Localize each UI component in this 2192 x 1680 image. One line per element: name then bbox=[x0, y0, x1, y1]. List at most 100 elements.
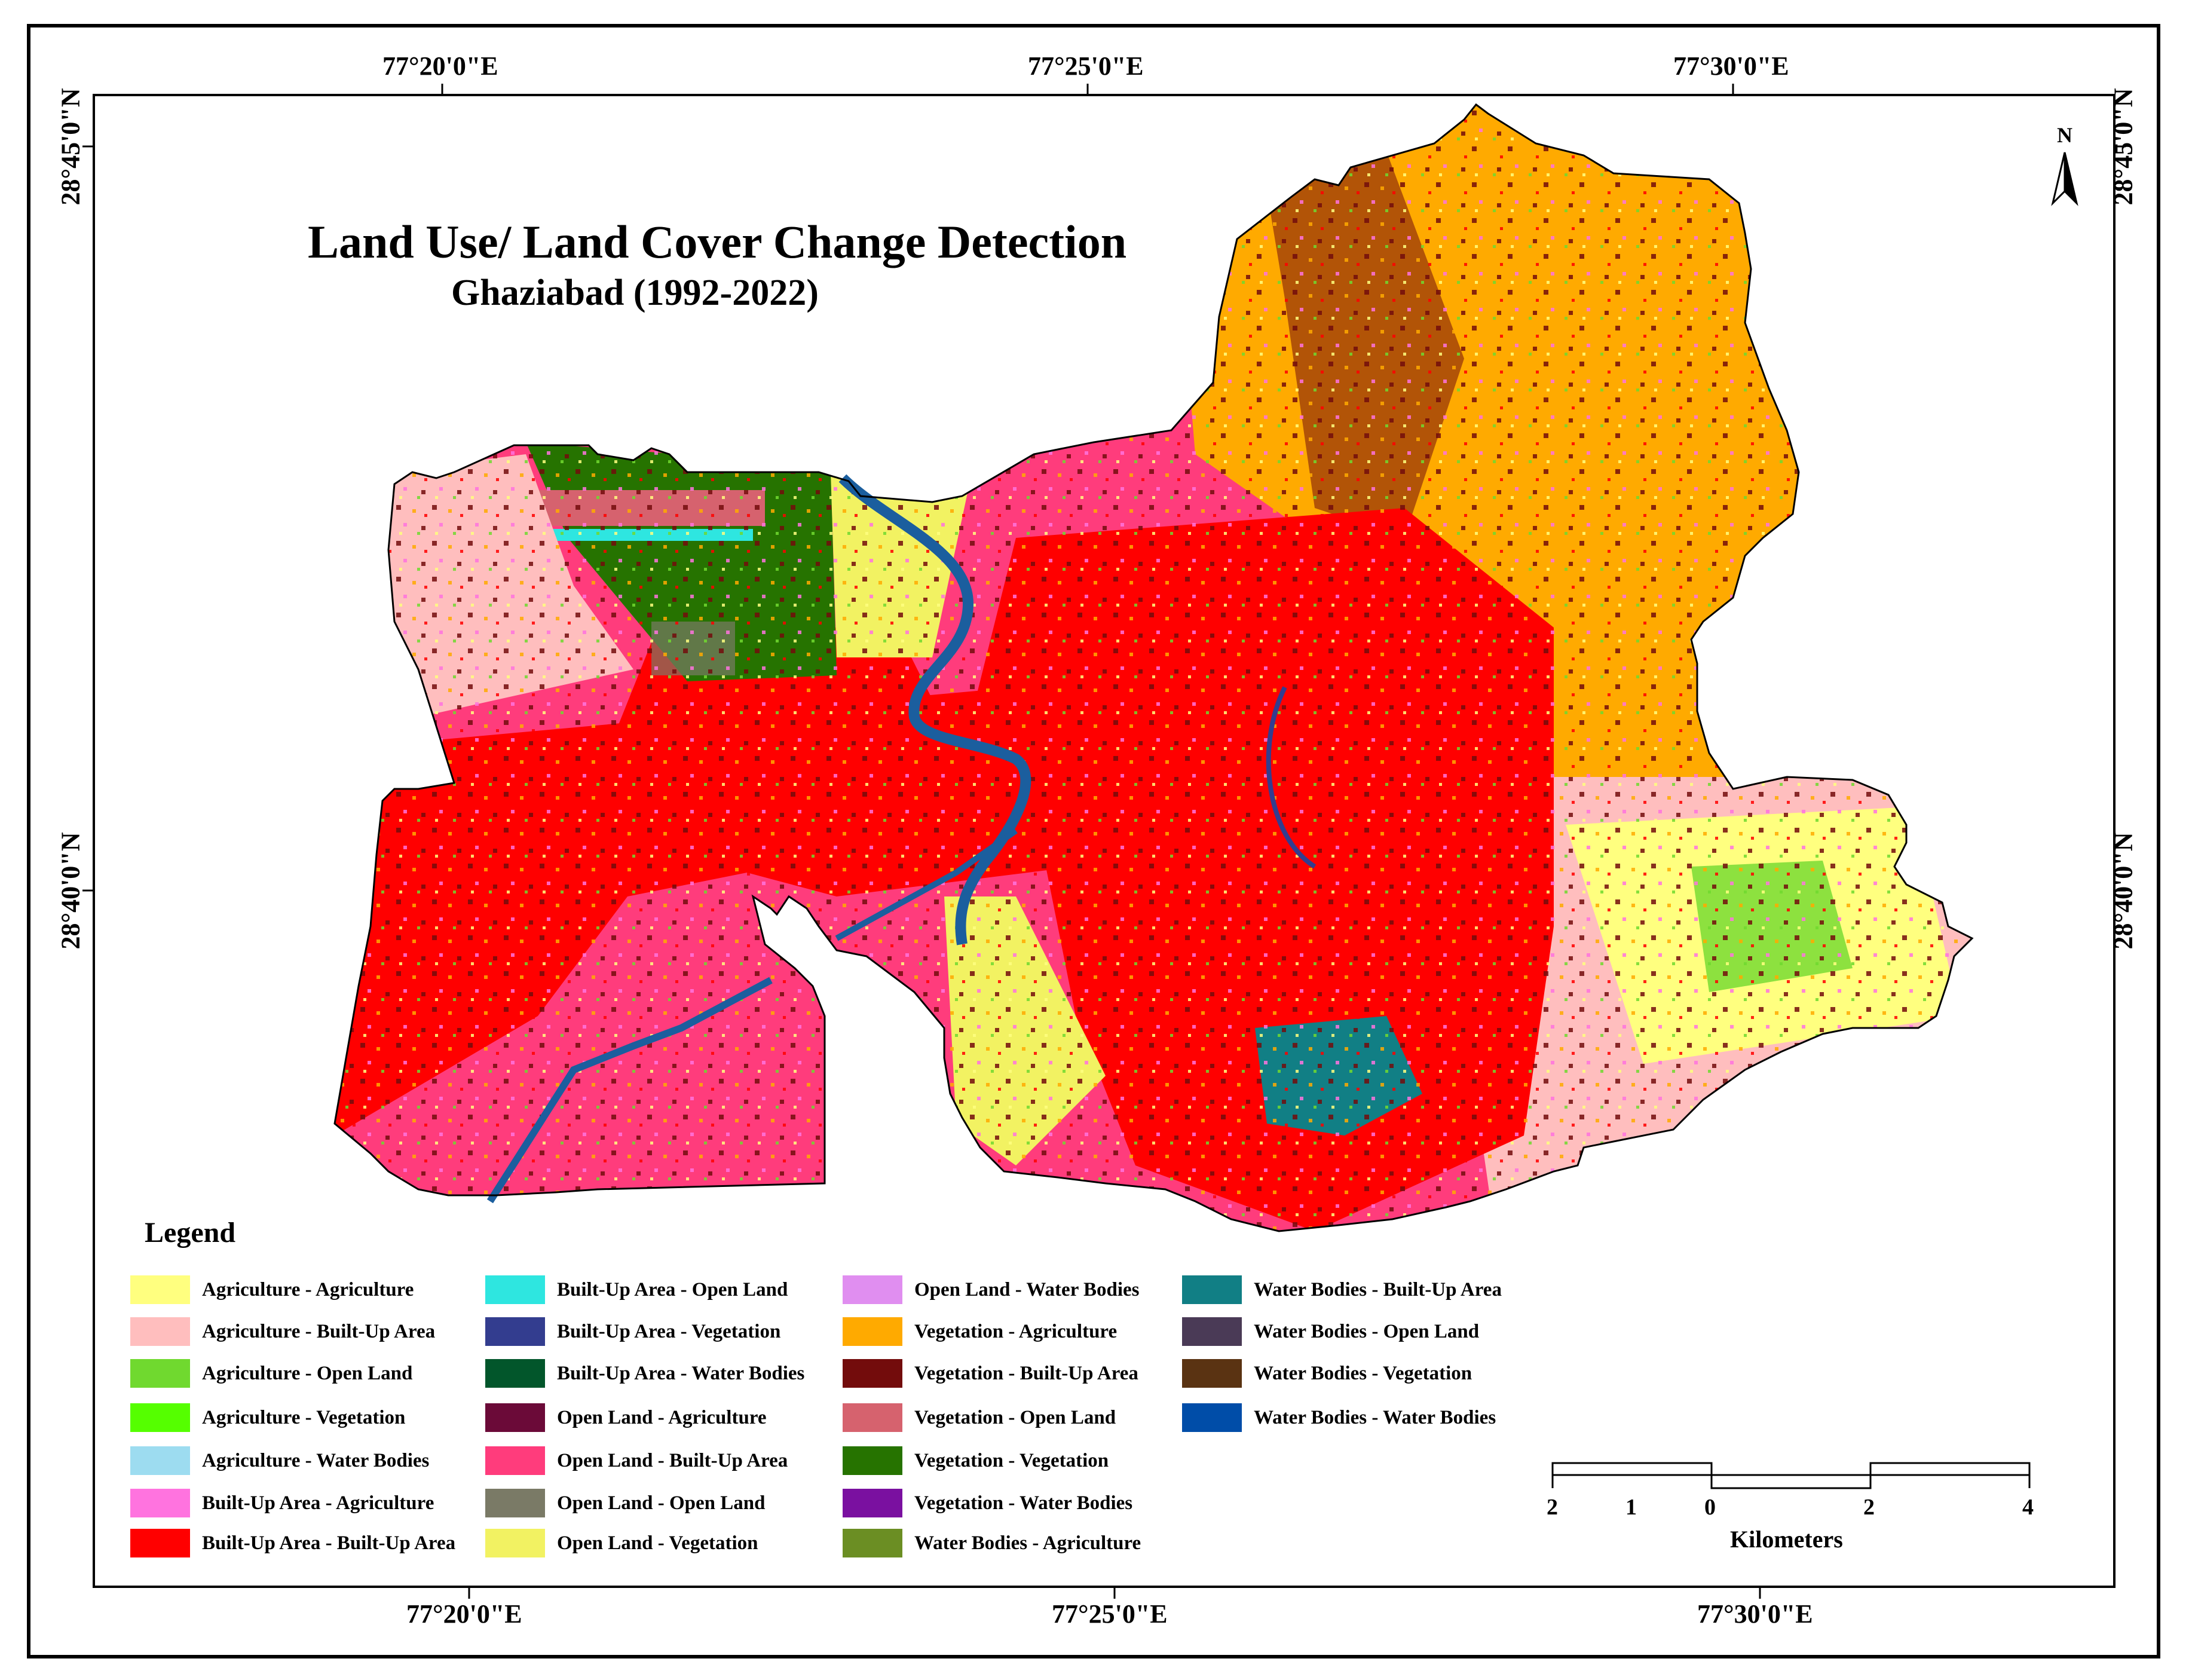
coord-bottom-3: 77°30'0"E bbox=[1697, 1599, 1813, 1629]
legend-swatch bbox=[843, 1403, 902, 1432]
coord-left-2: 28°40'0"N bbox=[56, 832, 85, 950]
coord-top-1: 77°20'0"E bbox=[382, 51, 498, 81]
legend-item: Open Land - Vegetation bbox=[485, 1525, 758, 1561]
outer-frame bbox=[27, 24, 2160, 1658]
map-subtitle: Ghaziabad (1992-2022) bbox=[451, 273, 819, 313]
legend-swatch bbox=[1182, 1317, 1242, 1346]
coord-top-3: 77°30'0"E bbox=[1673, 51, 1789, 81]
legend-swatch bbox=[130, 1317, 190, 1346]
scale-tick-3: 0 bbox=[1704, 1495, 1716, 1520]
legend-item: Agriculture - Vegetation bbox=[130, 1400, 405, 1436]
legend-swatch bbox=[843, 1275, 902, 1304]
legend-label: Water Bodies - Built-Up Area bbox=[1254, 1278, 1502, 1300]
legend-item: Open Land - Built-Up Area bbox=[485, 1443, 788, 1479]
legend-item: Built-Up Area - Built-Up Area bbox=[130, 1525, 455, 1561]
north-arrow-icon bbox=[2051, 152, 2078, 206]
legend-swatch bbox=[843, 1359, 902, 1388]
scale-tick-4: 2 bbox=[1863, 1495, 1875, 1520]
legend-label: Water Bodies - Water Bodies bbox=[1254, 1406, 1496, 1428]
legend-label: Agriculture - Water Bodies bbox=[202, 1449, 430, 1471]
legend-label: Vegetation - Open Land bbox=[914, 1406, 1116, 1428]
coord-bottom-2: 77°25'0"E bbox=[1052, 1599, 1168, 1629]
legend-label: Built-Up Area - Vegetation bbox=[557, 1320, 781, 1342]
legend-label: Built-Up Area - Open Land bbox=[557, 1278, 788, 1300]
legend-swatch bbox=[485, 1359, 545, 1388]
legend-swatch bbox=[485, 1275, 545, 1304]
legend-label: Open Land - Open Land bbox=[557, 1492, 766, 1514]
legend-item: Vegetation - Built-Up Area bbox=[843, 1355, 1138, 1391]
legend-swatch bbox=[130, 1489, 190, 1517]
legend-label: Agriculture - Built-Up Area bbox=[202, 1320, 436, 1342]
legend-label: Open Land - Built-Up Area bbox=[557, 1449, 788, 1471]
legend-swatch bbox=[485, 1489, 545, 1517]
legend-swatch bbox=[130, 1359, 190, 1388]
legend-item: Built-Up Area - Open Land bbox=[485, 1272, 788, 1308]
legend-label: Vegetation - Vegetation bbox=[914, 1449, 1109, 1471]
legend-item: Agriculture - Built-Up Area bbox=[130, 1314, 435, 1349]
coord-right-1: 28°45'0"N bbox=[2108, 88, 2138, 206]
legend-swatch bbox=[485, 1317, 545, 1346]
legend-swatch bbox=[1182, 1403, 1242, 1432]
legend-swatch bbox=[130, 1529, 190, 1557]
legend-swatch bbox=[843, 1446, 902, 1475]
legend-swatch bbox=[130, 1403, 190, 1432]
legend-item: Open Land - Water Bodies bbox=[843, 1272, 1140, 1308]
legend-label: Built-Up Area - Built-Up Area bbox=[202, 1532, 456, 1554]
scale-bar bbox=[1551, 1462, 2031, 1489]
legend-item: Water Bodies - Vegetation bbox=[1182, 1355, 1472, 1391]
legend-swatch bbox=[485, 1403, 545, 1432]
coord-bottom-1: 77°20'0"E bbox=[406, 1599, 522, 1629]
legend-label: Vegetation - Water Bodies bbox=[914, 1492, 1133, 1514]
legend-label: Agriculture - Vegetation bbox=[202, 1406, 406, 1428]
legend-swatch bbox=[843, 1489, 902, 1517]
legend-label: Agriculture - Agriculture bbox=[202, 1278, 414, 1300]
legend-label: Open Land - Vegetation bbox=[557, 1532, 758, 1554]
legend-label: Vegetation - Built-Up Area bbox=[914, 1362, 1138, 1384]
legend-label: Water Bodies - Vegetation bbox=[1254, 1362, 1472, 1384]
legend-item: Vegetation - Water Bodies bbox=[843, 1485, 1132, 1521]
legend-swatch bbox=[130, 1275, 190, 1304]
legend-label: Water Bodies - Agriculture bbox=[914, 1532, 1141, 1554]
legend-item: Agriculture - Water Bodies bbox=[130, 1443, 429, 1479]
legend-item: Open Land - Open Land bbox=[485, 1485, 765, 1521]
legend-item: Water Bodies - Agriculture bbox=[843, 1525, 1141, 1561]
legend-item: Vegetation - Open Land bbox=[843, 1400, 1116, 1436]
legend-swatch bbox=[1182, 1359, 1242, 1388]
legend-label: Vegetation - Agriculture bbox=[914, 1320, 1118, 1342]
legend-item: Built-Up Area - Agriculture bbox=[130, 1485, 434, 1521]
legend-item: Built-Up Area - Vegetation bbox=[485, 1314, 780, 1349]
legend-item: Built-Up Area - Water Bodies bbox=[485, 1355, 804, 1391]
legend-item: Open Land - Agriculture bbox=[485, 1400, 767, 1436]
legend-item: Water Bodies - Built-Up Area bbox=[1182, 1272, 1502, 1308]
scale-tick-1: 2 bbox=[1547, 1495, 1558, 1520]
legend-item: Vegetation - Vegetation bbox=[843, 1443, 1109, 1479]
legend-swatch bbox=[485, 1446, 545, 1475]
legend-label: Built-Up Area - Water Bodies bbox=[557, 1362, 805, 1384]
coord-right-2: 28°40'0"N bbox=[2108, 832, 2138, 950]
scale-units: Kilometers bbox=[1730, 1526, 1843, 1553]
frame-ticks bbox=[82, 84, 2126, 1599]
legend-swatch bbox=[843, 1529, 902, 1557]
map-title: Land Use/ Land Cover Change Detection bbox=[308, 216, 1127, 268]
coord-left-1: 28°45'0"N bbox=[56, 88, 85, 206]
coord-top-2: 77°25'0"E bbox=[1028, 51, 1144, 81]
north-label: N bbox=[2057, 123, 2072, 147]
legend-label: Open Land - Agriculture bbox=[557, 1406, 767, 1428]
legend-swatch bbox=[130, 1446, 190, 1475]
legend-swatch bbox=[1182, 1275, 1242, 1304]
scale-tick-2: 1 bbox=[1625, 1495, 1637, 1520]
scale-tick-5: 4 bbox=[2022, 1495, 2034, 1520]
legend-heading: Legend bbox=[145, 1217, 236, 1248]
legend-label: Built-Up Area - Agriculture bbox=[202, 1492, 434, 1514]
legend-label: Water Bodies - Open Land bbox=[1254, 1320, 1480, 1342]
legend-item: Water Bodies - Open Land bbox=[1182, 1314, 1479, 1349]
legend-item: Vegetation - Agriculture bbox=[843, 1314, 1117, 1349]
legend-swatch bbox=[843, 1317, 902, 1346]
legend-item: Agriculture - Agriculture bbox=[130, 1272, 414, 1308]
legend-item: Agriculture - Open Land bbox=[130, 1355, 412, 1391]
legend-item: Water Bodies - Water Bodies bbox=[1182, 1400, 1496, 1436]
legend-label: Agriculture - Open Land bbox=[202, 1362, 413, 1384]
legend-swatch bbox=[485, 1529, 545, 1557]
legend-label: Open Land - Water Bodies bbox=[914, 1278, 1140, 1300]
